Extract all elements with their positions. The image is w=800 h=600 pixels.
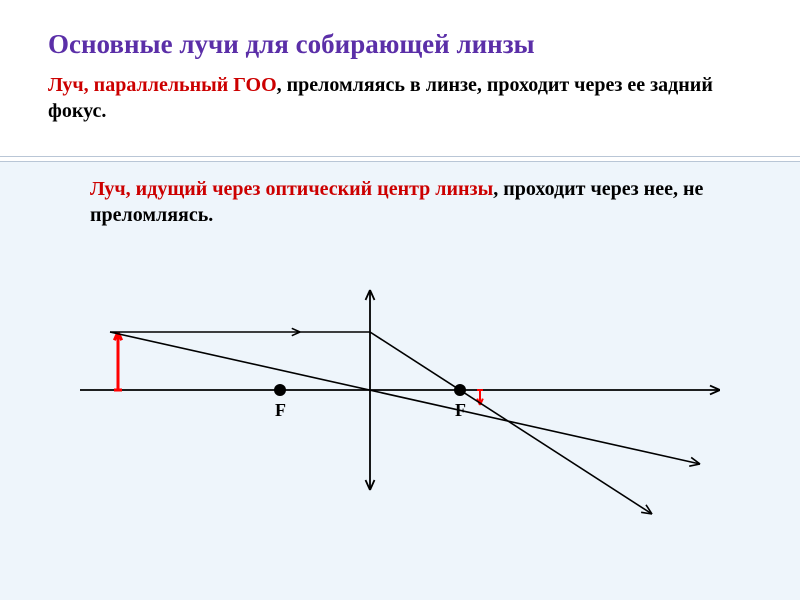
rule-center-lead: Луч, идущий через оптический центр линзы bbox=[90, 178, 493, 200]
rule-parallel-lead: Луч, параллельный ГОО bbox=[48, 74, 277, 96]
rule-center: Луч, идущий через оптический центр линзы… bbox=[90, 176, 750, 228]
divider-line-top bbox=[0, 156, 800, 157]
svg-text:F: F bbox=[275, 400, 286, 420]
rule-parallel: Луч, параллельный ГОО, преломляясь в лин… bbox=[0, 70, 800, 132]
lens-diagram-svg: FF bbox=[80, 250, 720, 550]
slide-title: Основные лучи для собирающей линзы bbox=[0, 0, 800, 70]
lens-diagram: FF bbox=[80, 250, 720, 550]
